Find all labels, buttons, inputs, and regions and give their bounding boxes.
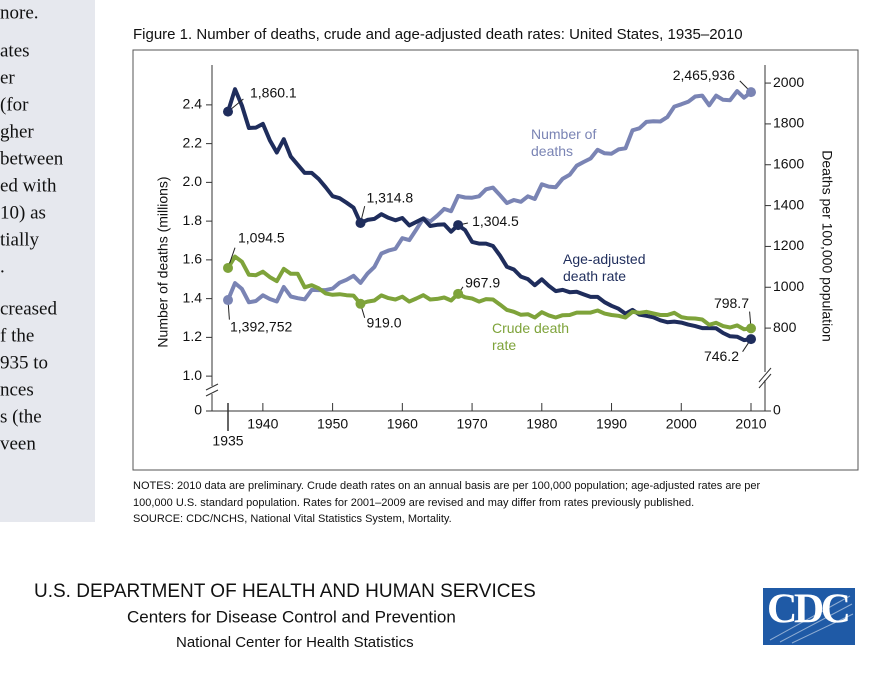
x-tick-label: 1950: [317, 416, 348, 432]
chart-title: Figure 1. Number of deaths, crude and ag…: [133, 26, 743, 43]
value-label: 2,465,936: [673, 67, 735, 83]
x-tick-label: 2000: [666, 416, 697, 432]
point-marker: [746, 334, 756, 345]
point-marker: [453, 220, 464, 231]
y2-tick-label: 1400: [773, 196, 804, 212]
value-label: 746.2: [704, 348, 739, 364]
axis-break: [758, 367, 772, 389]
logo-lines: [769, 595, 854, 644]
cdc-logo: CDC: [763, 587, 855, 645]
figure-frame: [132, 49, 859, 471]
sidebar-line: creased: [0, 298, 57, 319]
note-line: NOTES: 2010 data are preliminary. Crude …: [133, 480, 761, 492]
axis-break: [759, 372, 771, 380]
department: U.S. DEPARTMENT OF HEALTH AND HUMAN SERV…: [34, 581, 536, 602]
sidebar-line: s (the: [0, 406, 42, 427]
plot: 0 1.0 1.2 1.4 1.6 1.8 2.0 2.2 2.4 0 800 1000 1200 140…: [155, 65, 835, 449]
value-label: 1,314.8: [366, 190, 413, 206]
sidebar-panel: [0, 0, 95, 522]
sidebar-line: f the: [0, 325, 34, 346]
y-tick-label: 1.0: [183, 367, 203, 383]
value-label: 798.7: [714, 295, 749, 311]
sidebar-line: nore.: [0, 2, 39, 23]
value-label: 1,860.1: [250, 84, 297, 100]
center: Centers for Disease Control and Preventi…: [127, 607, 456, 626]
value-label: 919.0: [366, 315, 401, 331]
x-tick-label: 1935: [212, 433, 243, 449]
axis-break: [206, 386, 218, 394]
series-line: [226, 87, 752, 343]
y2-tick-label: 1000: [773, 278, 804, 294]
source: SOURCE: CDC/NCHS, National Vital Statist…: [133, 513, 452, 525]
point-marker: [355, 298, 366, 309]
point-marker: [453, 288, 464, 299]
sidebar-line: veen: [0, 433, 36, 454]
y2-tick-label: 0: [773, 402, 781, 418]
point-marker: [223, 295, 233, 306]
x-tick-label: 1980: [526, 416, 557, 432]
sidebar-line: gher: [0, 121, 34, 142]
x-tick-label: 1960: [387, 416, 418, 432]
y-tick-label: 2.4: [183, 96, 203, 112]
value-label: 967.9: [465, 275, 500, 291]
sidebar-line: tially: [0, 229, 40, 250]
y-tick-label: 2.0: [183, 173, 203, 189]
note-line: 100,000 U.S. standard population. Rates …: [133, 497, 694, 509]
point-marker: [746, 87, 756, 98]
y-tick-label: 0: [194, 402, 202, 418]
point-marker: [746, 323, 756, 334]
logo-text: CDC: [767, 587, 851, 633]
x-tick-label: 1990: [596, 416, 627, 432]
y-axis-label: Number of deaths (millions): [155, 176, 171, 347]
point-marker: [223, 262, 233, 273]
y2-tick-label: 1200: [773, 237, 804, 253]
value-label: 1,392,752: [230, 319, 292, 335]
y2-axis-label: Deaths per 100,000 population: [819, 150, 835, 341]
point-marker: [355, 217, 366, 228]
y-tick-label: 1.8: [183, 212, 203, 228]
series-line: [226, 254, 752, 332]
sidebar-line: (for: [0, 94, 29, 115]
point-marker: [223, 106, 233, 117]
y2-tick-label: 1600: [773, 155, 804, 171]
y2-tick-label: 2000: [773, 74, 804, 90]
value-label: 1,094.5: [238, 230, 285, 246]
x-tick-label: 1940: [247, 416, 278, 432]
value-label: 1,304.5: [472, 213, 519, 229]
sidebar: nore. ates er (for gher between ed with 10) as t…: [0, 2, 64, 454]
x-tick-label: 2010: [735, 416, 766, 432]
sidebar-line: 10) as: [0, 202, 46, 223]
series-label: Crude death rate: [492, 320, 570, 353]
series-line: [226, 89, 753, 305]
sidebar-line: between: [0, 148, 64, 169]
series-label: Age-adjusted death rate: [563, 251, 646, 284]
x-tick-label: 1970: [456, 416, 487, 432]
y-tick-label: 1.2: [183, 328, 203, 344]
division: National Center for Health Statistics: [176, 634, 414, 651]
sidebar-line: er: [0, 67, 15, 88]
y-tick-label: 1.4: [183, 289, 203, 305]
y2-tick-label: 800: [773, 319, 797, 335]
y-tick-label: 2.2: [183, 134, 203, 150]
axis-break: [205, 383, 219, 397]
sidebar-line: nces: [0, 379, 34, 400]
y-tick-label: 1.6: [183, 251, 203, 267]
sidebar-line: ed with: [0, 175, 57, 196]
sidebar-line: ates: [0, 40, 30, 61]
sidebar-line: 935 to: [0, 352, 48, 373]
sidebar-line: .: [0, 256, 5, 277]
y2-tick-label: 1800: [773, 115, 804, 131]
series-label: Number of deaths: [531, 126, 597, 159]
